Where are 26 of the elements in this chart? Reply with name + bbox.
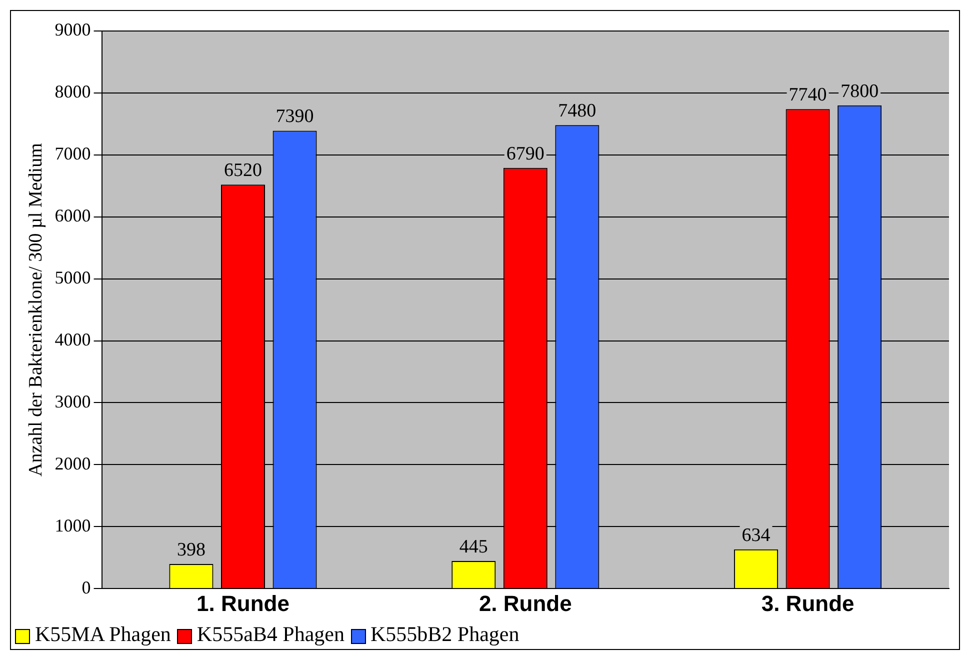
y-tick-label: 7000 <box>54 144 91 164</box>
data-label: 7390 <box>276 106 314 128</box>
y-axis-title: Anzahl der Bakterienklone/ 300 µl Medium <box>25 142 46 476</box>
data-label: 634 <box>742 524 771 546</box>
data-label: 7480 <box>558 100 596 122</box>
y-tick-label: 6000 <box>54 206 91 226</box>
legend-label: K55MA Phagen <box>34 622 171 647</box>
x-tick-label: 3. Runde <box>761 590 854 616</box>
y-tick-label: 3000 <box>54 391 91 412</box>
x-tick-label: 1. Runde <box>196 590 290 616</box>
y-tick-label: 8000 <box>54 82 91 102</box>
legend-label: K555bB2 Phagen <box>370 622 520 647</box>
y-tick-label: 2000 <box>54 453 91 474</box>
legend-label: K555aB4 Phagen <box>196 622 344 647</box>
y-tick-label: 4000 <box>54 330 91 350</box>
y-tick-label: 0 <box>82 577 91 598</box>
y-tick-label: 1000 <box>54 515 91 536</box>
y-tick-label: 5000 <box>54 268 91 288</box>
data-label: 7740 <box>788 84 827 106</box>
x-tick-label: 2. Runde <box>478 590 572 616</box>
y-tick-label: 9000 <box>54 20 91 40</box>
data-label: 7800 <box>840 80 879 102</box>
data-label: 445 <box>459 536 488 558</box>
data-label: 398 <box>176 539 206 560</box>
data-label: 6790 <box>506 143 544 164</box>
data-label: 6520 <box>224 160 262 182</box>
